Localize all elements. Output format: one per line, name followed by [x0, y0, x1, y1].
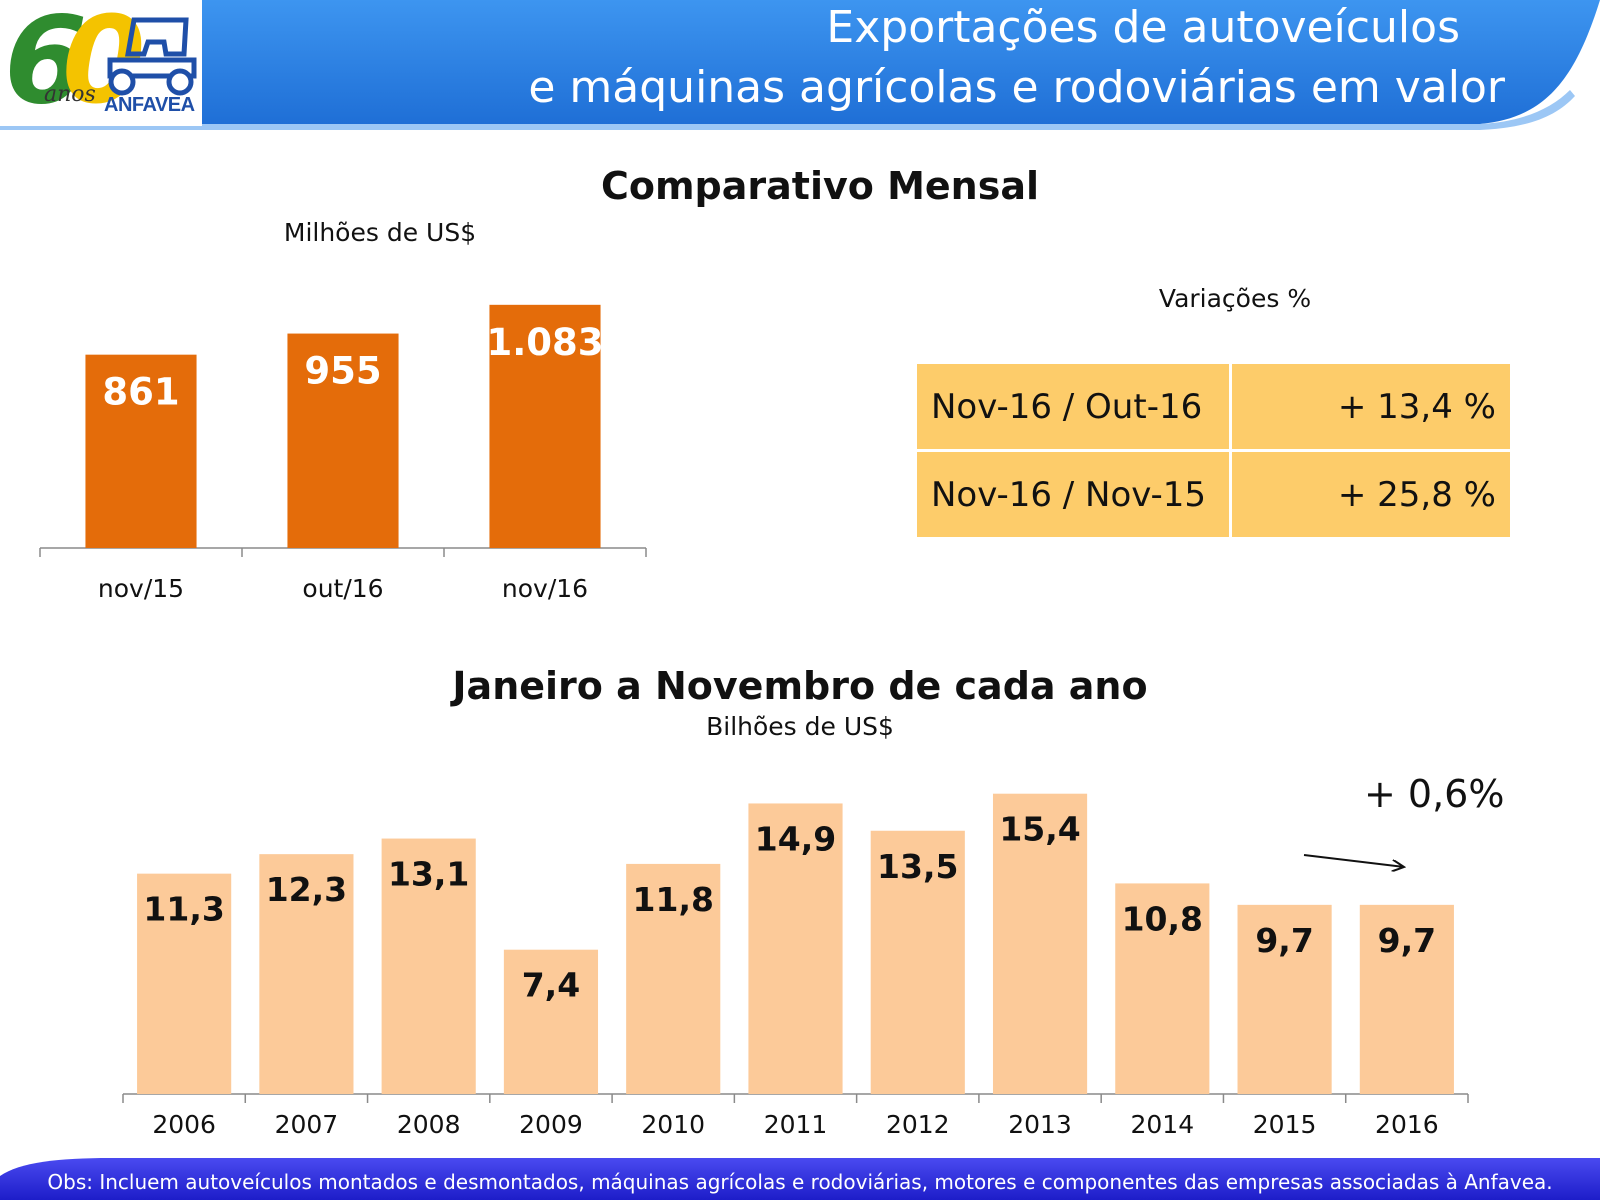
bar-value-label: 9,7 — [1378, 921, 1436, 960]
logo-anfavea-text: ANFAVEA — [104, 94, 195, 116]
table-row: Nov-16 / Out-16 + 13,4 % — [914, 361, 1513, 452]
logo-years-number: 6 — [4, 0, 88, 131]
bar — [503, 949, 599, 1094]
x-tick-label: 2016 — [1375, 1110, 1439, 1139]
page-title-line-2: e máquinas agrícolas e rodoviárias em va… — [528, 62, 1505, 113]
page-title-line-1: Exportações de autoveículos — [826, 2, 1460, 53]
x-tick-label: 2014 — [1131, 1110, 1195, 1139]
bar — [137, 873, 232, 1094]
x-tick-label: 2007 — [275, 1110, 339, 1139]
variation-value: + 13,4 % — [1229, 361, 1513, 452]
bar-value-label: 15,4 — [999, 810, 1080, 849]
anfavea-logo: 6 0 anos ANFAVEA — [0, 0, 202, 131]
bar-value-label: 11,3 — [143, 890, 224, 929]
x-tick-label: 2011 — [764, 1110, 828, 1139]
growth-arrow — [1303, 854, 1404, 867]
variation-period: Nov-16 / Nov-15 — [914, 449, 1232, 540]
x-tick-label: 2008 — [397, 1110, 461, 1139]
logo-anos-text: anos — [44, 82, 96, 107]
bar — [626, 863, 721, 1094]
bar-value-label: 1.083 — [486, 321, 603, 364]
bar-value-label: 10,8 — [1122, 899, 1203, 938]
bar — [85, 354, 197, 548]
bar — [992, 793, 1088, 1094]
bar — [870, 830, 965, 1094]
x-tick-label: out/16 — [302, 574, 383, 603]
x-tick-label: nov/15 — [98, 574, 184, 603]
bar — [489, 304, 601, 548]
monthly-section-title: Comparativo Mensal — [600, 164, 1040, 208]
bar — [1237, 904, 1332, 1094]
bar-value-label: 861 — [102, 371, 179, 414]
yearly-section-title: Janeiro a Novembro de cada ano — [452, 664, 1148, 708]
x-tick-label: 2009 — [519, 1110, 583, 1139]
x-tick-label: 2010 — [641, 1110, 705, 1139]
bar — [381, 838, 476, 1094]
x-tick-label: nov/16 — [502, 574, 588, 603]
car-icon — [107, 17, 197, 96]
x-tick-label: 2013 — [1008, 1110, 1072, 1139]
growth-annotation: + 0,6% — [1364, 772, 1505, 816]
variation-period: Nov-16 / Out-16 — [914, 361, 1232, 452]
bar-value-label: 13,1 — [388, 855, 469, 894]
table-row: Nov-16 / Nov-15 + 25,8 % — [914, 449, 1513, 540]
variations-table: Nov-16 / Out-16 + 13,4 % Nov-16 / Nov-15… — [914, 361, 1513, 540]
monthly-unit-label: Milhões de US$ — [283, 218, 477, 247]
bar-value-label: 13,5 — [877, 847, 958, 886]
bar — [1359, 904, 1454, 1094]
bar-value-label: 11,8 — [633, 880, 714, 919]
bar-value-label: 7,4 — [522, 966, 580, 1005]
header-background — [0, 0, 1600, 130]
yearly-unit-label: Bilhões de US$ — [706, 712, 894, 741]
bar — [748, 803, 843, 1094]
footer-banner — [0, 1150, 1600, 1200]
x-tick-label: 2006 — [152, 1110, 216, 1139]
bar-value-label: 12,3 — [266, 870, 347, 909]
bar-value-label: 14,9 — [755, 819, 836, 858]
x-tick-label: 2015 — [1253, 1110, 1317, 1139]
footer-note: Obs: Incluem autoveículos montados e des… — [47, 1170, 1553, 1194]
footer-background — [0, 1158, 1600, 1200]
variations-title: Variações % — [1158, 284, 1312, 313]
bar-value-label: 955 — [304, 350, 381, 393]
variation-value: + 25,8 % — [1229, 449, 1513, 540]
bar — [1115, 883, 1210, 1094]
header-banner: Exportações de autoveículos e máquinas a… — [0, 0, 1600, 130]
x-tick-label: 2012 — [886, 1110, 950, 1139]
bar — [287, 333, 399, 548]
bar — [259, 854, 354, 1094]
bar-value-label: 9,7 — [1255, 921, 1313, 960]
